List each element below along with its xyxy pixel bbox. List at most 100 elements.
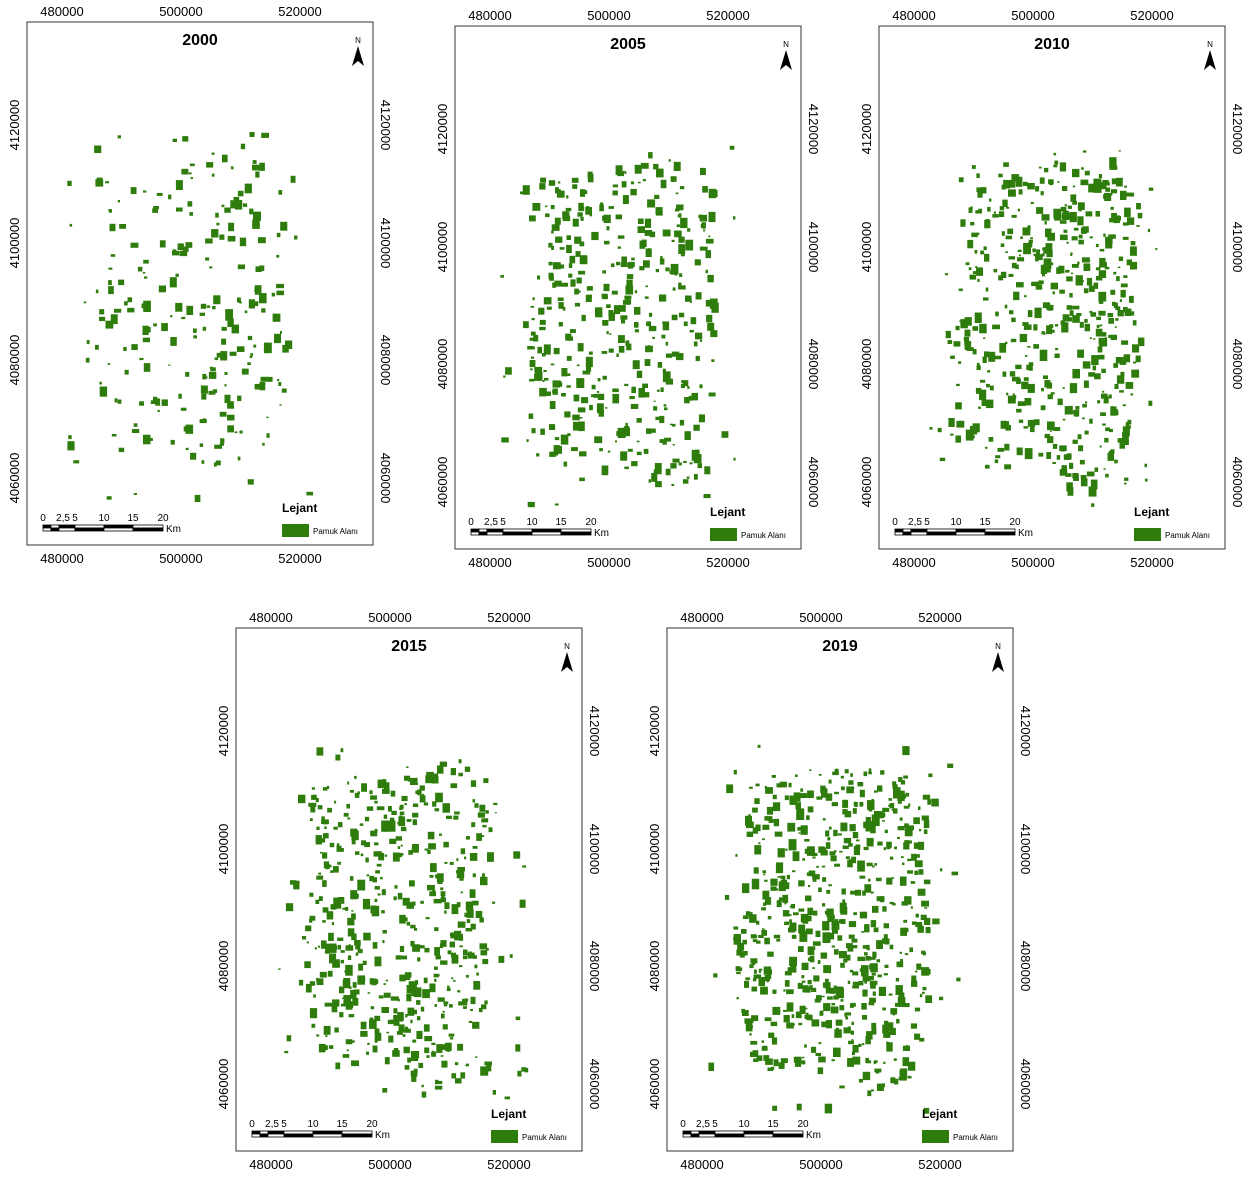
cotton-patch: [100, 387, 107, 397]
scale-label: 10: [950, 517, 962, 528]
cotton-patch: [411, 1076, 416, 1082]
cotton-patch: [203, 327, 206, 331]
cotton-patch: [564, 462, 568, 467]
cotton-patch: [1043, 302, 1050, 308]
cotton-patch: [862, 1043, 864, 1045]
cotton-patch: [1090, 312, 1096, 317]
cotton-patch: [767, 952, 774, 957]
cotton-patch: [654, 195, 659, 199]
cotton-patch: [825, 934, 829, 937]
cotton-patch: [1070, 310, 1074, 316]
cotton-patch: [360, 1031, 367, 1037]
cotton-patch: [867, 838, 874, 847]
cotton-patch: [749, 787, 753, 789]
cotton-patch: [389, 839, 396, 844]
cotton-patch: [1079, 209, 1082, 212]
cotton-patch: [416, 1031, 422, 1039]
cotton-patch: [1001, 272, 1006, 278]
cotton-patch: [826, 793, 833, 800]
cotton-patch: [409, 880, 415, 886]
cotton-patch: [763, 1055, 769, 1061]
cotton-patch: [1133, 320, 1137, 325]
cotton-patch: [115, 398, 118, 402]
cotton-patch: [455, 1078, 462, 1083]
scale-bar-segment: [691, 1131, 699, 1134]
x-coordinate-label: 520000: [1130, 555, 1173, 570]
cotton-patch: [459, 945, 463, 947]
cotton-patch: [333, 827, 337, 830]
cotton-patch: [307, 942, 309, 944]
cotton-patch: [614, 305, 620, 314]
cotton-patch: [422, 989, 430, 998]
cotton-patch: [624, 467, 629, 470]
cotton-patch: [1054, 153, 1057, 156]
cotton-patch: [976, 267, 983, 276]
cotton-patch: [756, 784, 760, 787]
cotton-patch: [482, 873, 485, 877]
cotton-patch: [294, 236, 297, 240]
cotton-patch: [515, 1044, 520, 1051]
cotton-patch: [1069, 293, 1072, 298]
cotton-patch: [625, 286, 633, 295]
y-coordinate-label: 4120000: [587, 706, 602, 757]
cotton-patch: [312, 787, 315, 789]
cotton-patch: [231, 166, 234, 169]
cotton-patch: [649, 326, 657, 331]
cotton-patch: [391, 791, 396, 797]
cotton-patch: [249, 209, 253, 215]
cotton-patch: [1077, 216, 1083, 225]
cotton-patch: [832, 946, 835, 948]
cotton-patch: [438, 997, 445, 1001]
cotton-patch: [945, 273, 948, 275]
cotton-patch: [759, 977, 766, 986]
cotton-patch: [848, 780, 853, 785]
cotton-patch: [373, 942, 378, 949]
cotton-patch: [377, 864, 382, 867]
cotton-patch: [552, 224, 560, 231]
cotton-patch: [1063, 419, 1066, 421]
cotton-patch: [248, 336, 252, 340]
cotton-patch: [466, 975, 469, 978]
cotton-patch: [1123, 237, 1129, 240]
cotton-patch: [87, 340, 90, 344]
cotton-patch: [424, 978, 428, 984]
cotton-patch: [432, 775, 439, 783]
cotton-patch: [1046, 452, 1051, 459]
cotton-patch: [517, 1071, 521, 1077]
cotton-patch: [681, 380, 686, 383]
cotton-patch: [818, 1057, 826, 1063]
cotton-patch: [529, 379, 534, 382]
cotton-patch: [907, 870, 913, 873]
cotton-patch: [527, 439, 529, 442]
cotton-patch: [1001, 244, 1005, 248]
cotton-patch: [931, 799, 939, 807]
cotton-patch: [335, 1063, 340, 1070]
cotton-patch: [708, 1063, 714, 1071]
cotton-patch: [540, 429, 545, 435]
cotton-patch: [1042, 331, 1045, 334]
cotton-patch: [465, 1065, 467, 1067]
cotton-patch: [459, 878, 462, 881]
cotton-patch: [778, 876, 781, 878]
cotton-patch: [399, 1024, 405, 1032]
scale-label: 0: [40, 513, 46, 524]
cotton-patch: [900, 959, 903, 962]
cotton-patch: [840, 963, 845, 968]
scale-bar-segment: [744, 1131, 773, 1134]
cotton-patch: [134, 493, 137, 495]
cotton-patch: [570, 279, 575, 286]
cotton-patch: [900, 952, 902, 954]
cotton-patch: [836, 987, 843, 996]
cotton-patch: [802, 981, 806, 983]
cotton-patch: [238, 191, 244, 197]
cotton-patch: [351, 1060, 359, 1066]
cotton-patch: [918, 889, 926, 896]
cotton-patch: [812, 967, 815, 969]
cotton-patch: [561, 393, 566, 397]
cotton-patch: [574, 395, 580, 402]
scale-unit: Km: [806, 1130, 821, 1141]
cotton-patch: [829, 780, 832, 784]
cotton-patch: [544, 297, 552, 304]
cotton-patch: [470, 903, 473, 907]
cotton-patch: [834, 792, 839, 794]
